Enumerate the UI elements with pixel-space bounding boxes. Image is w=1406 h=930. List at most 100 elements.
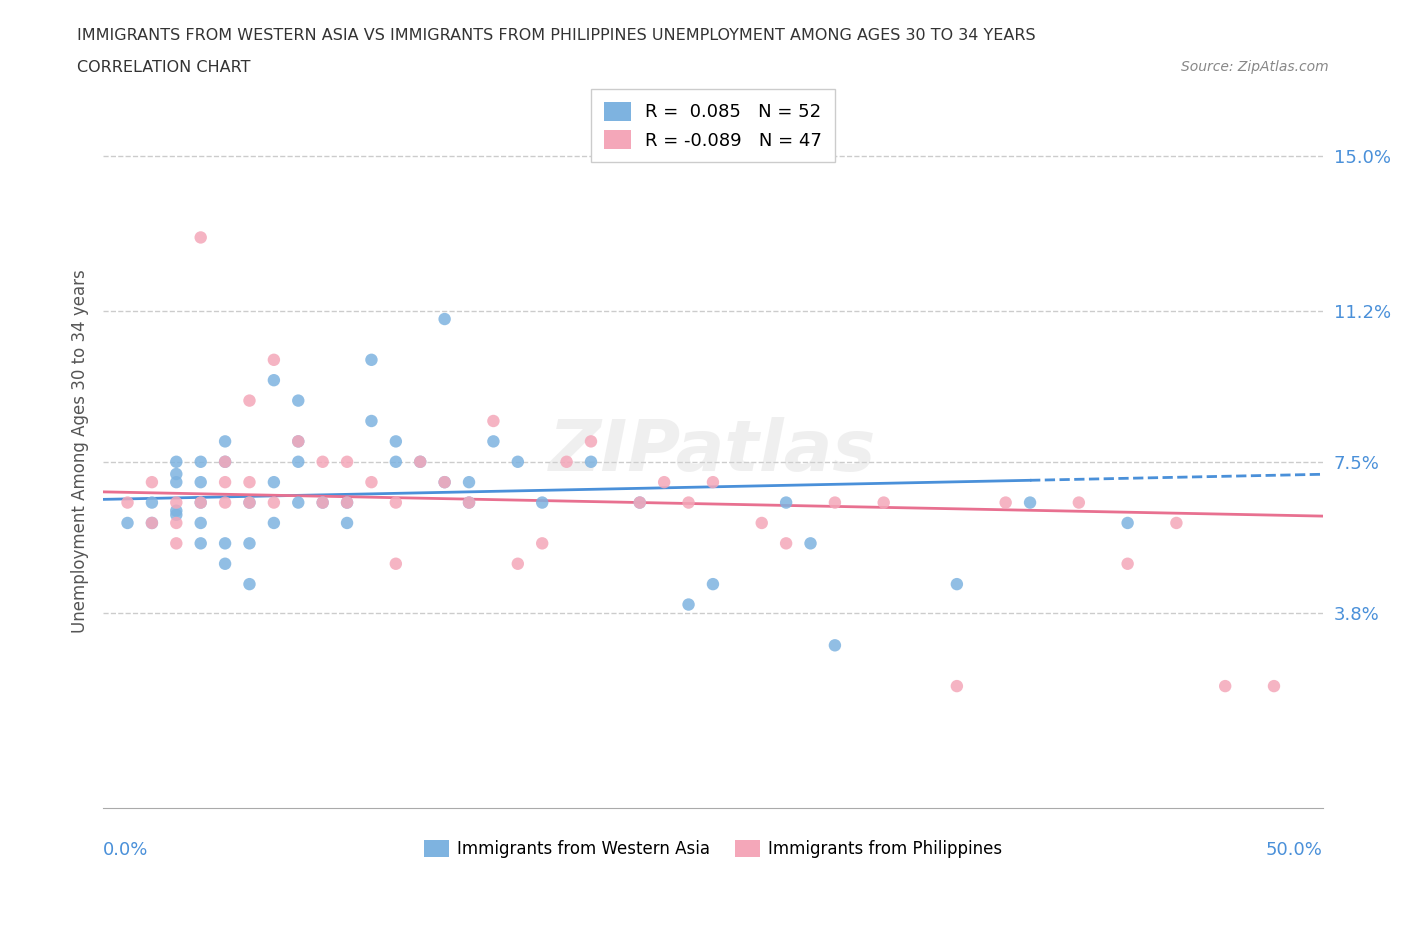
Point [360, 474, 382, 489]
Point [702, 577, 724, 591]
Point [946, 679, 969, 694]
Text: CORRELATION CHART: CORRELATION CHART [77, 60, 250, 75]
Point [190, 455, 212, 470]
Point [190, 515, 212, 530]
Point [360, 352, 382, 367]
Point [238, 495, 260, 510]
Point [531, 495, 554, 510]
Point [165, 474, 187, 489]
Point [506, 556, 529, 571]
Point [214, 536, 236, 551]
Point [751, 515, 773, 530]
Point [287, 434, 309, 449]
Point [824, 638, 846, 653]
Point [190, 474, 212, 489]
Point [190, 495, 212, 510]
Point [579, 434, 602, 449]
Point [190, 536, 212, 551]
Point [579, 455, 602, 470]
Y-axis label: Unemployment Among Ages 30 to 34 years: Unemployment Among Ages 30 to 34 years [72, 270, 89, 633]
Point [214, 495, 236, 510]
Point [873, 495, 896, 510]
Point [652, 474, 675, 489]
Point [238, 393, 260, 408]
Point [824, 495, 846, 510]
Point [433, 312, 456, 326]
Point [311, 455, 333, 470]
Point [190, 230, 212, 245]
Point [1213, 679, 1236, 694]
Point [141, 515, 163, 530]
Point [678, 495, 700, 510]
Point [117, 515, 139, 530]
Point [409, 455, 432, 470]
Point [336, 515, 359, 530]
Point [385, 455, 408, 470]
Point [1263, 679, 1285, 694]
Point [165, 536, 187, 551]
Point [482, 434, 505, 449]
Point [263, 373, 285, 388]
Point [214, 455, 236, 470]
Point [287, 434, 309, 449]
Point [190, 495, 212, 510]
Point [1019, 495, 1042, 510]
Point [799, 536, 821, 551]
Point [628, 495, 651, 510]
Point [141, 495, 163, 510]
Legend: R =  0.085   N = 52, R = -0.089   N = 47: R = 0.085 N = 52, R = -0.089 N = 47 [591, 89, 835, 163]
Point [678, 597, 700, 612]
Point [165, 467, 187, 482]
Point [336, 495, 359, 510]
Point [555, 455, 578, 470]
Point [482, 414, 505, 429]
Point [214, 455, 236, 470]
Point [165, 515, 187, 530]
Point [1166, 515, 1188, 530]
Text: Source: ZipAtlas.com: Source: ZipAtlas.com [1181, 60, 1329, 74]
Point [311, 495, 333, 510]
Text: ZIPatlas: ZIPatlas [550, 417, 876, 486]
Point [433, 474, 456, 489]
Point [458, 495, 481, 510]
Point [702, 474, 724, 489]
Point [263, 352, 285, 367]
Point [238, 474, 260, 489]
Point [336, 455, 359, 470]
Point [263, 474, 285, 489]
Point [165, 455, 187, 470]
Point [165, 508, 187, 523]
Point [287, 495, 309, 510]
Point [263, 495, 285, 510]
Point [165, 495, 187, 510]
Point [458, 474, 481, 489]
Point [775, 495, 797, 510]
Point [1116, 515, 1139, 530]
Point [946, 577, 969, 591]
Text: IMMIGRANTS FROM WESTERN ASIA VS IMMIGRANTS FROM PHILIPPINES UNEMPLOYMENT AMONG A: IMMIGRANTS FROM WESTERN ASIA VS IMMIGRAN… [77, 28, 1036, 43]
Text: 50.0%: 50.0% [1265, 841, 1323, 859]
Point [994, 495, 1017, 510]
Point [238, 577, 260, 591]
Point [117, 495, 139, 510]
Point [506, 455, 529, 470]
Point [141, 474, 163, 489]
Point [385, 434, 408, 449]
Point [238, 536, 260, 551]
Point [311, 495, 333, 510]
Point [1116, 556, 1139, 571]
Point [141, 515, 163, 530]
Point [409, 455, 432, 470]
Point [385, 495, 408, 510]
Point [336, 495, 359, 510]
Point [287, 393, 309, 408]
Point [385, 556, 408, 571]
Point [263, 515, 285, 530]
Point [360, 414, 382, 429]
Point [214, 474, 236, 489]
Point [628, 495, 651, 510]
Point [775, 536, 797, 551]
Point [238, 495, 260, 510]
Text: 0.0%: 0.0% [103, 841, 149, 859]
Point [531, 536, 554, 551]
